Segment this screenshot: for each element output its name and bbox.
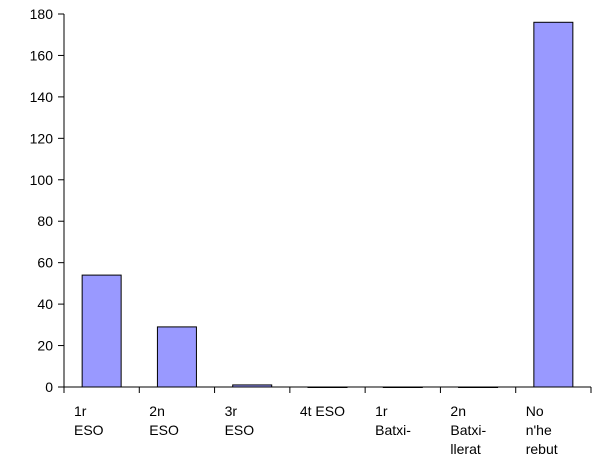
x-tick-label-0: 1r ESO: [74, 403, 104, 438]
y-tick-label-180: 180: [30, 6, 54, 22]
y-tick-label-80: 80: [37, 213, 53, 229]
y-tick-label-120: 120: [30, 130, 54, 146]
y-tick-label-0: 0: [45, 379, 53, 395]
y-tick-label-100: 100: [30, 172, 54, 188]
bar-3: [307, 386, 348, 388]
y-tick-label-60: 60: [37, 255, 53, 271]
y-tick-label-40: 40: [37, 296, 53, 312]
bar-5: [458, 386, 499, 388]
x-tick-label-4: 1r Batxi-: [375, 403, 411, 438]
bar-0: [81, 274, 122, 388]
x-tick-label-3: 4t ESO: [300, 403, 345, 419]
y-tick-label-20: 20: [37, 338, 53, 354]
plot-area: 0 20 40 60 80 100 120 140 160 180 1r ESO 2n ESO 3r ESO 4…: [30, 6, 592, 457]
bar-6: [533, 21, 574, 388]
y-tick-label-160: 160: [30, 47, 54, 63]
bar-2: [232, 384, 273, 388]
x-tick-label-1: 2n ESO: [149, 403, 179, 438]
bar-4: [382, 386, 423, 388]
x-tick-label-2: 3r ESO: [225, 403, 255, 438]
y-tick-label-140: 140: [30, 89, 54, 105]
bar-1: [156, 326, 197, 388]
x-tick-label-6: No n'he rebut: [526, 403, 558, 457]
x-tick-label-5: 2n Batxi-llerat: [450, 403, 486, 457]
